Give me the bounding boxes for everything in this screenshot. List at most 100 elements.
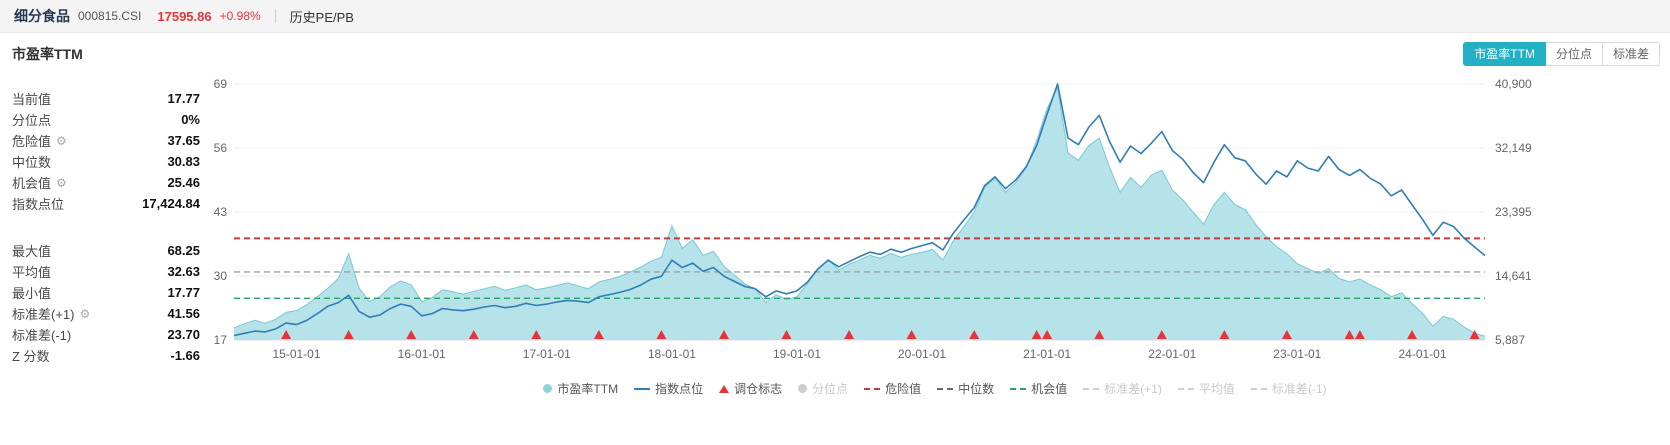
legend-item-标准差(+1)[interactable]: 标准差(+1) (1083, 380, 1162, 397)
stat-row-最小值: 最小值 17.77 (12, 282, 200, 303)
legend-item-市盈率TTM[interactable]: 市盈率TTM (543, 380, 618, 397)
stat-row-危险值: 危险值 ⚙ 37.65 (12, 130, 200, 151)
stats-panel: 当前值 17.77 分位点 0% 危险值 ⚙ 37.65 中位数 30.83 机会值 ⚙ 25.46 指… (12, 68, 200, 397)
stat-label: 危险值 (12, 134, 52, 149)
svg-text:18-01-01: 18-01-01 (648, 347, 696, 361)
stat-label: 标准差(+1) (12, 307, 75, 322)
legend-label: 标准差(-1) (1271, 382, 1327, 396)
stat-label: 机会值 (12, 176, 52, 191)
gear-icon[interactable]: ⚙ (56, 175, 67, 190)
stat-value: 23.70 (167, 327, 200, 342)
stat-value: -1.66 (170, 348, 200, 363)
triangle-marker-icon (719, 384, 730, 393)
legend-label: 分位点 (812, 382, 849, 396)
index-name: 细分食品 (14, 8, 70, 24)
legend-label: 危险值 (885, 382, 922, 396)
dash-marker-icon (1083, 387, 1100, 390)
stat-label: 最大值 (12, 244, 52, 259)
legend-item-调仓标志[interactable]: 调仓标志 (719, 380, 782, 397)
circle-marker-icon (543, 384, 553, 393)
legend-item-分位点[interactable]: 分位点 (798, 380, 848, 397)
stat-label: 中位数 (12, 155, 52, 170)
tab-分位点[interactable]: 分位点 (1544, 42, 1603, 66)
legend-item-危险值[interactable]: 危险值 (864, 380, 921, 397)
stat-value: 17,424.84 (142, 196, 200, 211)
svg-text:23,395: 23,395 (1495, 205, 1532, 219)
index-price: 17595.86 (157, 8, 212, 24)
stat-row-标准差(+1): 标准差(+1) ⚙ 41.56 (12, 303, 200, 324)
legend-item-机会值[interactable]: 机会值 (1010, 380, 1067, 397)
legend-label: 指数点位 (655, 382, 704, 396)
stat-row-机会值: 机会值 ⚙ 25.46 (12, 172, 200, 193)
index-code: 000815.CSI (78, 9, 142, 23)
stat-row-指数点位: 指数点位 17,424.84 (12, 193, 200, 214)
dash-marker-icon (1177, 387, 1194, 390)
legend-item-中位数[interactable]: 中位数 (937, 380, 994, 397)
stat-row-标准差(-1): 标准差(-1) 23.70 (12, 324, 200, 345)
legend-item-平均值[interactable]: 平均值 (1177, 380, 1235, 397)
gear-icon[interactable]: ⚙ (79, 306, 91, 321)
svg-text:20-01-01: 20-01-01 (898, 347, 946, 361)
svg-text:32,149: 32,149 (1495, 141, 1532, 155)
legend-label: 机会值 (1031, 382, 1068, 396)
legend-label: 调仓标志 (734, 382, 783, 396)
svg-text:19-01-01: 19-01-01 (773, 347, 821, 361)
stat-label: 当前值 (12, 92, 52, 107)
tab-标准差[interactable]: 标准差 (1601, 42, 1660, 66)
legend-label: 平均值 (1198, 382, 1235, 396)
stat-value: 17.77 (167, 285, 200, 300)
svg-text:17-01-01: 17-01-01 (523, 347, 571, 361)
chart-type-tabs: 市盈率TTM 分位点 标准差 (1463, 42, 1660, 66)
legend-item-指数点位[interactable]: 指数点位 (634, 380, 703, 397)
svg-text:24-01-01: 24-01-01 (1398, 347, 1446, 361)
svg-text:23-01-01: 23-01-01 (1273, 347, 1321, 361)
stat-value: 32.63 (167, 264, 200, 279)
svg-text:22-01-01: 22-01-01 (1148, 347, 1196, 361)
tab-市盈率TTM[interactable]: 市盈率TTM (1463, 42, 1546, 66)
stat-label: 标准差(-1) (12, 328, 72, 343)
stat-row-Z 分数: Z 分数 -1.66 (12, 345, 200, 366)
dash-marker-icon (937, 387, 954, 390)
stat-value: 41.56 (167, 306, 200, 321)
stat-value: 0% (181, 112, 200, 127)
nav-history-pepb[interactable]: 历史PE/PB (289, 9, 354, 25)
stat-label: 分位点 (12, 113, 52, 128)
svg-text:30: 30 (214, 269, 228, 283)
gear-icon[interactable]: ⚙ (56, 133, 67, 148)
svg-text:16-01-01: 16-01-01 (398, 347, 446, 361)
svg-text:15-01-01: 15-01-01 (272, 347, 320, 361)
line-marker-icon (634, 387, 651, 390)
svg-text:17: 17 (214, 333, 228, 347)
index-change-percent: +0.98% (219, 9, 261, 23)
dash-marker-icon (1010, 387, 1027, 390)
chart-area: 69 40,900 56 32,149 43 23,395 30 14,641 17 5,887 1… (200, 68, 1670, 397)
stat-label: 最小值 (12, 286, 52, 301)
legend-label: 中位数 (958, 382, 995, 396)
main-content: 当前值 17.77 分位点 0% 危险值 ⚙ 37.65 中位数 30.83 机会值 ⚙ 25.46 指… (0, 68, 1670, 397)
stat-value: 30.83 (167, 154, 200, 169)
stat-row-当前值: 当前值 17.77 (12, 88, 200, 109)
svg-text:40,900: 40,900 (1495, 77, 1532, 91)
circle-marker-icon (798, 384, 808, 393)
stat-row-平均值: 平均值 32.63 (12, 261, 200, 282)
header-bar: 细分食品 000815.CSI 17595.86 +0.98% 历史PE/PB (0, 0, 1670, 33)
svg-text:5,887: 5,887 (1495, 333, 1525, 347)
stat-value: 37.65 (167, 133, 200, 148)
chart-title: 市盈率TTM (12, 46, 83, 62)
svg-text:21-01-01: 21-01-01 (1023, 347, 1071, 361)
chart-header-row: 市盈率TTM 市盈率TTM 分位点 标准差 (0, 33, 1670, 68)
stat-label: Z 分数 (12, 349, 50, 364)
dash-marker-icon (1250, 387, 1267, 390)
svg-text:56: 56 (214, 141, 228, 155)
header-divider (274, 9, 276, 23)
legend-item-标准差(-1)[interactable]: 标准差(-1) (1250, 380, 1327, 397)
stat-value: 17.77 (167, 91, 200, 106)
legend-label: 市盈率TTM (557, 382, 619, 396)
svg-text:43: 43 (214, 205, 228, 219)
dash-marker-icon (864, 387, 881, 390)
svg-text:14,641: 14,641 (1495, 269, 1532, 283)
stat-value: 25.46 (167, 175, 200, 190)
stat-label: 平均值 (12, 265, 52, 280)
pe-chart[interactable]: 69 40,900 56 32,149 43 23,395 30 14,641 17 5,887 1… (200, 72, 1660, 372)
chart-legend: 市盈率TTM 指数点位 调仓标志 分位点 危险值 中位数 机会值 标准差(+1) 平均值 标准差(… (200, 380, 1670, 397)
